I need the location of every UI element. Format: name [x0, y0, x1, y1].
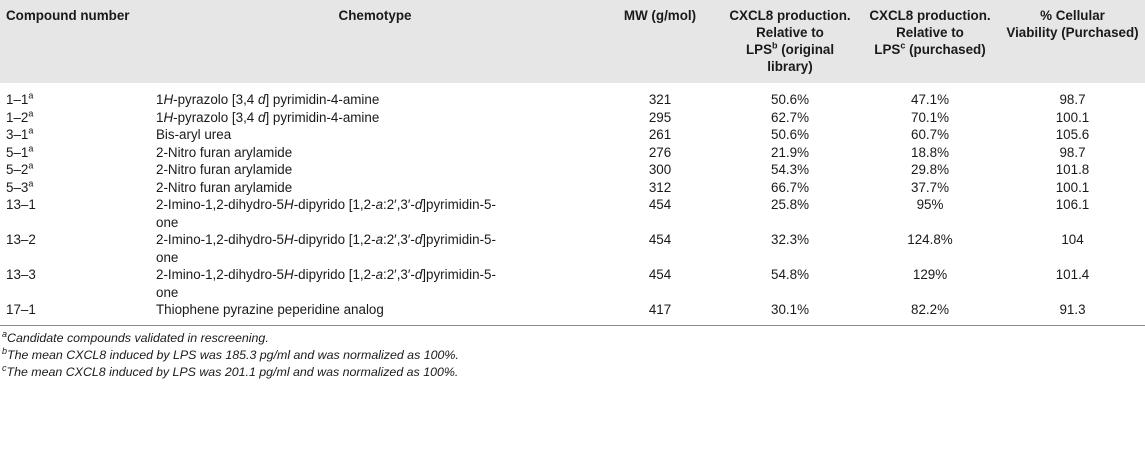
cell-cxcl8-original: 62.7%	[771, 109, 809, 125]
cell-viability: 91.3	[1000, 301, 1145, 326]
cell-mw: 276	[648, 144, 672, 160]
table-header-row: Compound number Chemotype MW (g/mol) CXC…	[0, 0, 1145, 83]
cell-cxcl8-original: 54.3%	[771, 162, 809, 177]
cell-compound-number: 5–2a	[6, 160, 34, 177]
header-cxcl8-original: CXCL8 production. Relative to LPSb (orig…	[729, 8, 851, 74]
cell-cxcl8-purchased: 124.8%	[907, 232, 953, 247]
compound-table-container: Compound number Chemotype MW (g/mol) CXC…	[0, 0, 1145, 381]
table-row: 13–1 2-Imino-1,2-dihydro-5H-dipyrido [1,2…	[0, 196, 1145, 231]
footnotes: aCandidate compounds validated in rescre…	[0, 328, 1145, 381]
cell-viability: 100.1	[1055, 179, 1090, 195]
table-row: 1–2a 1H-pyrazolo [3,4 d] pyrimidin-4-amin…	[0, 109, 1145, 127]
table-row: 5–2a 2-Nitro furan arylamide 300 54.3% 29.8%…	[0, 161, 1145, 179]
table-row: 5–3a 2-Nitro furan arylamide 312 66.7% 37.7%…	[0, 179, 1145, 197]
cell-cxcl8-original: 25.8%	[771, 197, 809, 212]
cell-compound-number: 1–2a	[6, 108, 34, 125]
cell-viability: 100.1	[1055, 109, 1090, 125]
table-row: 1–1a 1H-pyrazolo [3,4 d] pyrimidin-4-amin…	[0, 83, 1145, 109]
cell-mw: 300	[648, 162, 672, 177]
cell-cxcl8-original: 54.8%	[771, 267, 809, 282]
cell-cxcl8-purchased: 47.1%	[911, 92, 949, 107]
cell-chemotype: 2-Imino-1,2-dihydro-5H-dipyrido [1,2-a:2…	[156, 267, 496, 300]
cell-chemotype: 1H-pyrazolo [3,4 d] pyrimidin-4-amine	[156, 92, 380, 107]
header-chemotype: Chemotype	[338, 8, 412, 23]
header-cxcl8-purchased: CXCL8 production. Relative to LPSc (purc…	[869, 8, 991, 57]
footnote: cThe mean CXCL8 induced by LPS was 201.1…	[2, 362, 459, 379]
compound-table: Compound number Chemotype MW (g/mol) CXC…	[0, 0, 1145, 326]
cell-cxcl8-purchased: 129%	[912, 267, 948, 282]
cell-viability: 105.6	[1055, 127, 1090, 142]
cell-cxcl8-original: 66.7%	[771, 179, 809, 195]
header-cellular-viability: % Cellular Viability (Purchased)	[1006, 8, 1139, 40]
cell-viability: 104	[1061, 232, 1084, 247]
cell-compound-number: 5–1a	[6, 143, 34, 160]
cell-compound-number: 1–1a	[6, 90, 34, 107]
cell-compound-number: 5–3a	[6, 178, 34, 195]
cell-mw: 454	[648, 232, 672, 247]
cell-chemotype: Thiophene pyrazine peperidine analog	[150, 301, 600, 326]
header-compound-number: Compound number	[6, 8, 130, 23]
table-row: 13–2 2-Imino-1,2-dihydro-5H-dipyrido [1,2…	[0, 231, 1145, 266]
cell-compound-number: 13–1	[6, 197, 36, 212]
cell-cxcl8-purchased: 82.2%	[860, 301, 1000, 326]
cell-mw: 454	[648, 197, 672, 212]
cell-cxcl8-original: 32.3%	[771, 232, 809, 247]
header-mw: MW (g/mol)	[623, 8, 697, 23]
cell-mw: 312	[648, 179, 672, 195]
cell-mw: 261	[648, 127, 672, 142]
cell-cxcl8-purchased: 37.7%	[911, 179, 949, 195]
footnote: bThe mean CXCL8 induced by LPS was 185.3…	[2, 345, 459, 362]
cell-mw: 417	[600, 301, 720, 326]
cell-mw: 295	[648, 109, 672, 125]
cell-chemotype: 2-Nitro furan arylamide	[156, 144, 293, 160]
cell-viability: 98.7	[1059, 92, 1086, 107]
cell-compound-number: 3–1a	[6, 125, 34, 142]
table-row: 3–1a Bis-aryl urea 261 50.6% 60.7% 105.6	[0, 126, 1145, 144]
table-row: 13–3 2-Imino-1,2-dihydro-5H-dipyrido [1,2…	[0, 266, 1145, 301]
cell-cxcl8-purchased: 95%	[916, 197, 944, 212]
cell-chemotype: Bis-aryl urea	[156, 127, 232, 142]
cell-cxcl8-original: 21.9%	[771, 144, 809, 160]
table-body: 1–1a 1H-pyrazolo [3,4 d] pyrimidin-4-amin…	[0, 83, 1145, 326]
table-row: 17–1 Thiophene pyrazine peperidine analog…	[0, 301, 1145, 326]
cell-chemotype: 2-Nitro furan arylamide	[156, 162, 293, 177]
cell-compound-number: 13–2	[6, 232, 36, 247]
footnote: aCandidate compounds validated in rescre…	[2, 328, 269, 345]
cell-cxcl8-purchased: 60.7%	[911, 127, 949, 142]
cell-mw: 454	[648, 267, 672, 282]
cell-viability: 98.7	[1059, 144, 1086, 160]
cell-cxcl8-purchased: 29.8%	[911, 162, 949, 177]
cell-chemotype: 2-Nitro furan arylamide	[156, 179, 293, 195]
cell-cxcl8-original: 30.1%	[720, 301, 860, 326]
cell-cxcl8-purchased: 18.8%	[911, 144, 949, 160]
cell-chemotype: 2-Imino-1,2-dihydro-5H-dipyrido [1,2-a:2…	[156, 197, 496, 230]
table-row: 5–1a 2-Nitro furan arylamide 276 21.9% 18.8%…	[0, 144, 1145, 162]
cell-viability: 106.1	[1055, 197, 1090, 212]
cell-compound-number: 17–1	[0, 301, 150, 326]
cell-cxcl8-purchased: 70.1%	[911, 109, 949, 125]
cell-mw: 321	[648, 92, 672, 107]
cell-cxcl8-original: 50.6%	[771, 127, 809, 142]
cell-chemotype: 1H-pyrazolo [3,4 d] pyrimidin-4-amine	[156, 109, 380, 125]
cell-compound-number: 13–3	[6, 267, 36, 282]
cell-viability: 101.8	[1055, 162, 1090, 177]
cell-chemotype: 2-Imino-1,2-dihydro-5H-dipyrido [1,2-a:2…	[156, 232, 496, 265]
cell-cxcl8-original: 50.6%	[771, 92, 809, 107]
cell-viability: 101.4	[1055, 267, 1090, 282]
